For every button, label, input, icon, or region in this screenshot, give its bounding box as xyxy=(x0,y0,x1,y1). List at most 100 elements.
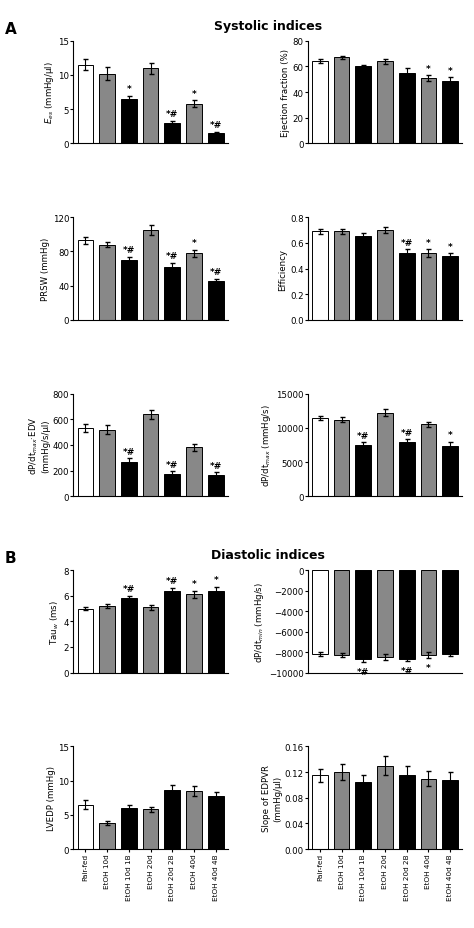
Text: *#: *# xyxy=(166,460,178,470)
Bar xyxy=(143,608,158,673)
Bar xyxy=(399,74,415,144)
Bar xyxy=(186,595,202,673)
Bar xyxy=(420,79,436,144)
Bar xyxy=(78,429,93,496)
Bar xyxy=(208,282,224,320)
Bar xyxy=(143,809,158,849)
Bar xyxy=(442,82,458,144)
Bar xyxy=(186,448,202,496)
Bar xyxy=(164,123,180,144)
Bar xyxy=(208,796,224,849)
Bar xyxy=(121,100,137,144)
Text: *: * xyxy=(448,242,453,251)
Text: *: * xyxy=(426,664,431,673)
Bar xyxy=(377,413,393,496)
Bar xyxy=(312,232,328,320)
Bar xyxy=(420,425,436,496)
Bar xyxy=(356,238,371,320)
Text: *#: *# xyxy=(401,428,413,437)
Bar xyxy=(100,606,115,673)
Bar xyxy=(334,232,349,320)
Bar xyxy=(442,256,458,320)
Text: *: * xyxy=(426,65,431,74)
Text: A: A xyxy=(5,22,17,37)
Text: *#: *# xyxy=(166,251,178,261)
Bar xyxy=(100,245,115,320)
Text: *#: *# xyxy=(123,585,135,594)
Bar xyxy=(164,474,180,496)
Text: *#: *# xyxy=(401,666,413,676)
Bar xyxy=(356,68,371,144)
Bar xyxy=(121,808,137,849)
Bar xyxy=(164,790,180,849)
Bar xyxy=(442,571,458,654)
Bar xyxy=(208,134,224,144)
Bar xyxy=(312,776,328,849)
Bar xyxy=(121,462,137,496)
Bar xyxy=(377,231,393,320)
Text: *#: *# xyxy=(166,110,178,119)
Text: Diastolic indices: Diastolic indices xyxy=(211,548,325,561)
Text: *#: *# xyxy=(210,461,222,470)
Bar xyxy=(78,805,93,849)
Y-axis label: Ejection fraction (%): Ejection fraction (%) xyxy=(281,49,290,137)
Bar xyxy=(143,69,158,144)
Bar xyxy=(420,254,436,320)
Text: *: * xyxy=(191,579,196,588)
Y-axis label: $E_{es}$ (mmHg/μl): $E_{es}$ (mmHg/μl) xyxy=(43,61,55,124)
Bar xyxy=(100,74,115,144)
Bar xyxy=(356,782,371,849)
Bar xyxy=(208,475,224,496)
Bar xyxy=(143,231,158,320)
Bar xyxy=(420,571,436,655)
Bar xyxy=(121,261,137,320)
Bar xyxy=(186,254,202,320)
Text: *#: *# xyxy=(123,447,135,457)
Bar xyxy=(312,62,328,144)
Bar xyxy=(78,66,93,144)
Bar xyxy=(420,779,436,849)
Text: Systolic indices: Systolic indices xyxy=(214,19,322,32)
Text: *: * xyxy=(191,90,196,98)
Bar xyxy=(442,446,458,496)
Bar xyxy=(143,415,158,496)
Text: B: B xyxy=(5,551,17,566)
Text: *#: *# xyxy=(357,432,369,440)
Bar xyxy=(100,430,115,496)
Bar xyxy=(312,571,328,654)
Bar xyxy=(334,420,349,496)
Text: *#: *# xyxy=(123,246,135,254)
Bar xyxy=(121,599,137,673)
Text: *: * xyxy=(448,67,453,76)
Bar xyxy=(208,591,224,673)
Text: *: * xyxy=(448,431,453,440)
Y-axis label: Tau$_w$ (ms): Tau$_w$ (ms) xyxy=(48,599,61,644)
Bar xyxy=(164,591,180,673)
Bar xyxy=(356,571,371,660)
Bar xyxy=(100,823,115,849)
Y-axis label: dP/dt$_{min}$ (mmHg/s): dP/dt$_{min}$ (mmHg/s) xyxy=(253,581,266,662)
Text: *: * xyxy=(213,575,218,585)
Bar xyxy=(164,267,180,320)
Bar xyxy=(334,58,349,144)
Bar xyxy=(399,571,415,660)
Text: *#: *# xyxy=(210,121,222,130)
Bar xyxy=(377,571,393,658)
Bar xyxy=(356,445,371,496)
Bar xyxy=(377,766,393,849)
Bar xyxy=(312,419,328,496)
Text: *#: *# xyxy=(210,268,222,277)
Bar xyxy=(399,254,415,320)
Y-axis label: dP/dt$_{max}$ (mmHg/s): dP/dt$_{max}$ (mmHg/s) xyxy=(261,404,273,487)
Bar xyxy=(399,776,415,849)
Text: *: * xyxy=(127,84,131,94)
Bar xyxy=(399,442,415,496)
Text: *#: *# xyxy=(401,238,413,248)
Bar xyxy=(78,241,93,320)
Bar xyxy=(334,772,349,849)
Y-axis label: LVEDP (mmHg): LVEDP (mmHg) xyxy=(46,766,55,831)
Bar xyxy=(186,791,202,849)
Bar xyxy=(186,105,202,144)
Y-axis label: dP/dt$_{max}$·EDV
(mmHg/s/μl): dP/dt$_{max}$·EDV (mmHg/s/μl) xyxy=(27,416,50,475)
Y-axis label: Efficiency: Efficiency xyxy=(278,248,287,290)
